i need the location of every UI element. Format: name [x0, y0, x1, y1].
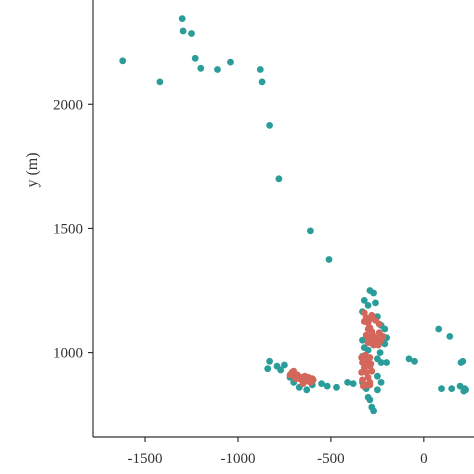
data-point — [379, 333, 387, 340]
data-point — [258, 78, 266, 86]
data-point — [264, 365, 272, 373]
x-tick-label: -1000 — [220, 451, 255, 467]
data-point — [377, 359, 385, 366]
data-point — [156, 78, 164, 86]
data-point — [119, 57, 127, 65]
data-point — [366, 396, 374, 404]
x-tick-label: -500 — [317, 451, 345, 467]
data-point — [307, 227, 314, 235]
data-point — [359, 336, 366, 344]
x-ticks: -1500 -1000 -500 0 — [128, 437, 428, 467]
x-tick: 0 — [420, 437, 428, 467]
data-point — [359, 376, 366, 384]
x-tick: -1000 — [220, 437, 255, 467]
data-point — [438, 385, 445, 392]
data-point — [277, 366, 285, 374]
data-point — [462, 386, 469, 394]
y-tick: 1000 — [53, 346, 93, 362]
data-point — [197, 64, 205, 72]
data-point — [370, 407, 377, 415]
y-tick: 2000 — [53, 97, 93, 113]
data-point — [266, 122, 273, 129]
data-point — [358, 369, 365, 376]
data-point — [360, 318, 368, 325]
x-tick: -1500 — [128, 437, 163, 467]
data-point — [349, 380, 357, 387]
data-point — [446, 333, 454, 340]
data-point — [333, 383, 340, 391]
data-point — [411, 357, 418, 365]
data-point — [370, 289, 377, 297]
data-point — [323, 382, 331, 390]
data-point — [376, 349, 384, 356]
x-tick-label: 0 — [420, 451, 428, 467]
data-point — [178, 15, 186, 22]
data-point — [214, 66, 221, 73]
data-point — [188, 30, 195, 37]
y-axis-label: y (m) — [24, 152, 41, 187]
data-point — [459, 357, 467, 365]
data-point — [374, 386, 381, 394]
data-point — [256, 66, 264, 73]
data-point — [303, 386, 311, 394]
y-tick-label: 2000 — [53, 97, 83, 113]
data-point — [366, 381, 374, 389]
data-point — [364, 346, 372, 354]
data-point — [372, 299, 379, 307]
data-point — [191, 54, 199, 62]
data-point — [448, 385, 456, 392]
points-layer — [119, 15, 469, 415]
data-point — [275, 175, 283, 183]
data-point — [363, 355, 371, 363]
data-point — [299, 380, 307, 387]
data-point — [364, 302, 372, 309]
data-point — [377, 379, 385, 386]
data-point — [318, 380, 325, 387]
data-point — [360, 297, 368, 304]
data-point — [381, 325, 389, 333]
data-point — [435, 325, 443, 333]
data-point — [368, 367, 376, 375]
y-tick-label: 1000 — [53, 346, 83, 362]
data-point — [266, 357, 273, 365]
data-point — [364, 339, 372, 346]
data-point — [227, 58, 234, 66]
x-tick-label: -1500 — [128, 451, 163, 467]
data-point — [292, 375, 299, 383]
data-point — [372, 316, 379, 324]
data-point — [383, 359, 390, 366]
data-point — [405, 355, 413, 363]
data-point — [368, 311, 376, 319]
data-point — [367, 360, 375, 368]
y-tick-label: 1500 — [53, 221, 83, 237]
series-2 — [286, 309, 387, 390]
data-point — [364, 325, 372, 333]
series-1 — [119, 15, 469, 415]
data-point — [281, 361, 288, 369]
y-tick: 1500 — [53, 221, 93, 237]
data-point — [374, 372, 381, 380]
data-point — [325, 256, 333, 263]
data-point — [179, 27, 187, 35]
data-point — [308, 375, 316, 383]
y-ticks: 1000 1500 2000 — [53, 97, 93, 362]
x-tick: -500 — [317, 437, 345, 467]
data-point — [344, 379, 351, 386]
data-point — [360, 382, 367, 390]
